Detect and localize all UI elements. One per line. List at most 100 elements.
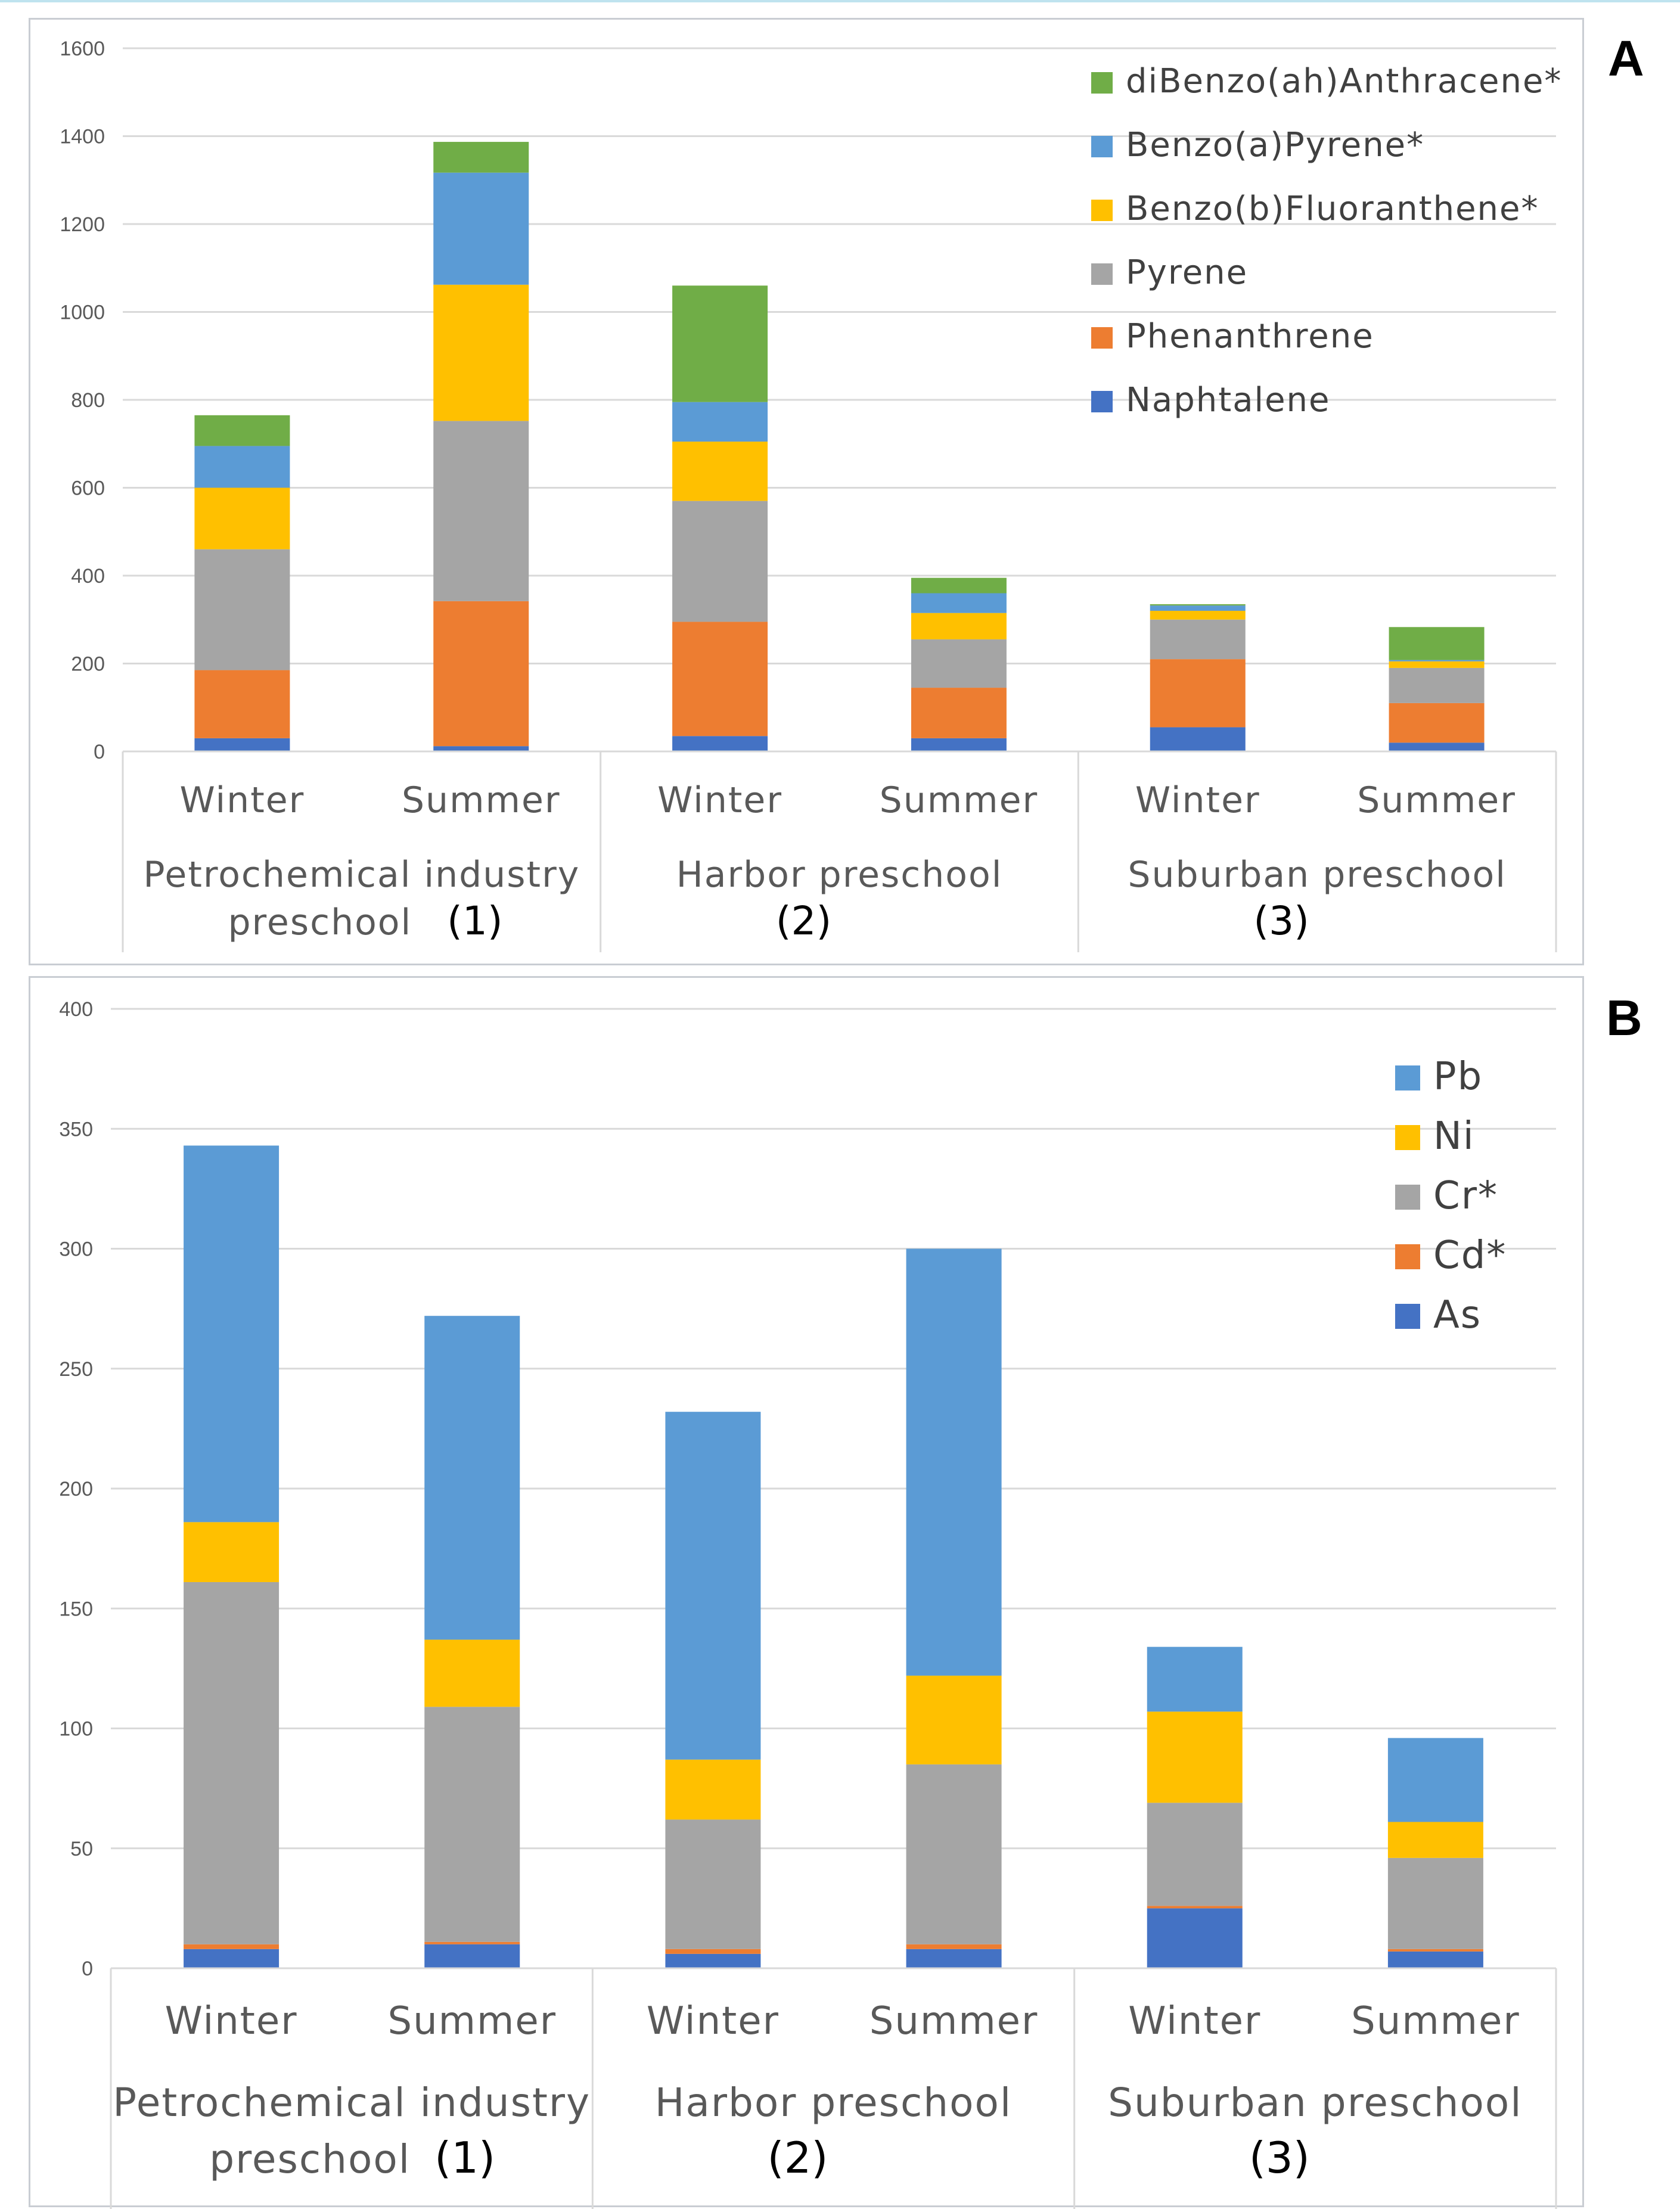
legend-label: Benzo(b)Fluoranthene*	[1126, 189, 1539, 228]
x-category-label: Summer	[880, 779, 1039, 821]
y-tick-label: 1000	[60, 302, 105, 324]
bar-segment	[911, 613, 1007, 639]
bar-segment	[184, 1944, 280, 1949]
group-label: Suburban preschool	[1128, 854, 1507, 896]
group-number: (1)	[447, 898, 503, 944]
bar-segment	[194, 549, 290, 670]
bar-segment	[1147, 1908, 1243, 1968]
y-tick-label: 800	[71, 389, 105, 412]
legend-swatch	[1091, 200, 1113, 221]
group-number: (2)	[776, 898, 832, 944]
bar-segment	[1387, 1951, 1483, 1968]
y-tick-label: 200	[71, 653, 105, 676]
legend-swatch	[1091, 263, 1113, 285]
bar-segment	[194, 670, 290, 738]
bar-segment	[1150, 727, 1246, 751]
bar-segment	[911, 577, 1007, 594]
panel-label-b: B	[1606, 990, 1642, 1046]
bar-segment	[1389, 661, 1485, 668]
bar-segment	[1150, 619, 1246, 660]
bar-segment	[424, 1639, 520, 1707]
bar-segment	[194, 487, 290, 549]
x-category-label: Winter	[180, 779, 305, 821]
top-rule	[0, 0, 1680, 2]
bar-segment	[672, 285, 768, 402]
y-tick-label: 250	[59, 1358, 93, 1381]
panel-label-a: A	[1608, 30, 1644, 86]
bar-segment	[911, 639, 1007, 688]
bar-segment	[665, 1412, 761, 1760]
bar-segment	[906, 1675, 1002, 1764]
bar-segment	[911, 688, 1007, 738]
group-label: Harbor preschool	[655, 2080, 1012, 2126]
legend-swatch	[1395, 1125, 1420, 1150]
bar-segment	[194, 738, 290, 751]
x-category-label: Summer	[402, 779, 561, 821]
bar-segment	[1150, 659, 1246, 728]
bar-segment	[1389, 703, 1485, 743]
bar-segment	[1387, 1738, 1483, 1822]
legend-swatch	[1091, 72, 1113, 94]
bar-segment	[672, 402, 768, 442]
bar-segment	[433, 421, 529, 601]
bar-segment	[1150, 605, 1246, 611]
bar-segment	[1147, 1803, 1243, 1906]
x-category-label: Summer	[1351, 1999, 1520, 2043]
group-number: (1)	[434, 2133, 495, 2183]
chart-a-svg: 0 200 400 600 800 1000 1200 1400 1600 Winter Summe…	[60, 38, 1561, 952]
legend-swatch	[1395, 1065, 1420, 1090]
x-category-label: Winter	[647, 1999, 780, 2043]
bar-segment	[433, 172, 529, 285]
group-label-line2: preschool	[209, 2136, 411, 2182]
bar-segment	[424, 1944, 520, 1968]
bar-segment	[433, 746, 529, 751]
bar-segment	[184, 1949, 280, 1968]
bar-segment	[424, 1941, 520, 1944]
bar-segment	[184, 1145, 280, 1523]
x-category-label: Winter	[657, 779, 782, 821]
bar-segment	[672, 736, 768, 751]
group-number: (3)	[1253, 898, 1309, 944]
x-category-label: Summer	[869, 1999, 1039, 2043]
group-number: (2)	[768, 2133, 828, 2183]
chart-panel-a: 0 200 400 600 800 1000 1200 1400 1600 Winter Summe…	[29, 18, 1584, 965]
bar-segment	[1147, 1711, 1243, 1803]
legend-label: Benzo(a)Pyrene*	[1126, 126, 1424, 164]
bar-segment	[1389, 660, 1485, 661]
bar-segment	[184, 1522, 280, 1582]
y-tick-label: 400	[59, 998, 93, 1021]
bar-segment	[665, 1819, 761, 1949]
legend-label: As	[1433, 1293, 1482, 1337]
y-tick-label: 400	[71, 565, 105, 588]
x-category-label: Winter	[1128, 1999, 1261, 2043]
group-number: (3)	[1249, 2133, 1310, 2183]
bar-segment	[1389, 742, 1485, 751]
y-tick-label: 350	[59, 1118, 93, 1141]
x-category-label: Summer	[1357, 779, 1516, 821]
y-tick-label: 150	[59, 1598, 93, 1620]
bar-segment	[906, 1944, 1002, 1949]
bar-segment	[672, 442, 768, 501]
x-category-label: Winter	[165, 1999, 298, 2043]
legend-label: Pb	[1433, 1055, 1483, 1099]
bar-segment	[1147, 1906, 1243, 1909]
chart-panel-b: 0 50 100 150 200 250 300 350 400 Winter Summer Wint…	[29, 976, 1584, 2209]
legend-swatch	[1395, 1244, 1420, 1269]
chart-b-svg: 0 50 100 150 200 250 300 350 400 Winter Summer Wint…	[59, 998, 1557, 2209]
legend-label: Phenanthrene	[1126, 317, 1374, 356]
bar-segment	[1389, 667, 1485, 703]
y-tick-label: 1200	[60, 213, 105, 236]
group-label: Petrochemical industry	[113, 2080, 591, 2126]
bar-segment	[1150, 611, 1246, 620]
group-label: Petrochemical industry	[143, 854, 580, 896]
x-category-label: Winter	[1135, 779, 1260, 821]
legend-swatch	[1395, 1304, 1420, 1329]
bar-segment	[1387, 1857, 1483, 1949]
bar-segment	[194, 415, 290, 446]
y-tick-label: 50	[70, 1838, 93, 1860]
y-tick-label: 0	[82, 1958, 93, 1980]
bar-segment	[1150, 604, 1246, 606]
x-category-label: Summer	[387, 1999, 557, 2043]
y-tick-label: 100	[59, 1718, 93, 1741]
legend-label: Cr*	[1433, 1174, 1498, 1218]
